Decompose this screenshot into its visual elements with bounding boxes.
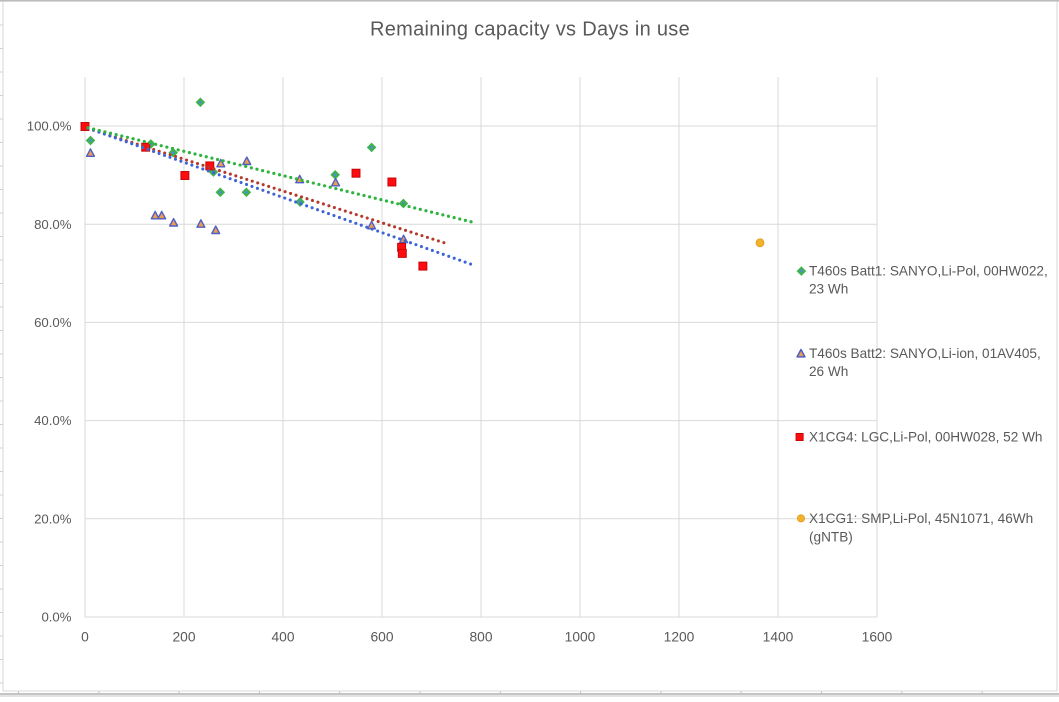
svg-text:0.0%: 0.0%: [41, 610, 71, 625]
svg-text:20.0%: 20.0%: [34, 511, 72, 526]
svg-text:100.0%: 100.0%: [27, 119, 72, 134]
svg-text:T460s Batt1: SANYO,Li-Pol, 00H: T460s Batt1: SANYO,Li-Pol, 00HW022,: [809, 264, 1048, 279]
svg-text:1400: 1400: [763, 630, 794, 645]
svg-text:X1CG4: LGC,Li-Pol, 00HW028, 52: X1CG4: LGC,Li-Pol, 00HW028, 52 Wh: [809, 430, 1042, 445]
svg-text:T460s Batt2: SANYO,Li-ion, 01A: T460s Batt2: SANYO,Li-ion, 01AV405,: [809, 346, 1041, 361]
svg-text:Remaining capacity vs Days in: Remaining capacity vs Days in use: [370, 18, 690, 40]
svg-text:26 Wh: 26 Wh: [809, 364, 848, 379]
svg-text:200: 200: [172, 630, 195, 645]
svg-text:1000: 1000: [565, 630, 596, 645]
svg-text:23 Wh: 23 Wh: [809, 282, 848, 297]
svg-text:(gNTB): (gNTB): [809, 530, 853, 545]
svg-text:1600: 1600: [862, 630, 893, 645]
svg-text:80.0%: 80.0%: [34, 217, 72, 232]
svg-text:800: 800: [469, 630, 492, 645]
svg-text:60.0%: 60.0%: [34, 315, 72, 330]
svg-text:40.0%: 40.0%: [34, 413, 72, 428]
svg-text:400: 400: [271, 630, 294, 645]
svg-text:0: 0: [81, 630, 89, 645]
svg-text:X1CG1: SMP,Li-Pol, 45N1071, 46: X1CG1: SMP,Li-Pol, 45N1071, 46Wh: [809, 511, 1033, 526]
svg-text:600: 600: [370, 630, 393, 645]
svg-text:1200: 1200: [664, 630, 695, 645]
